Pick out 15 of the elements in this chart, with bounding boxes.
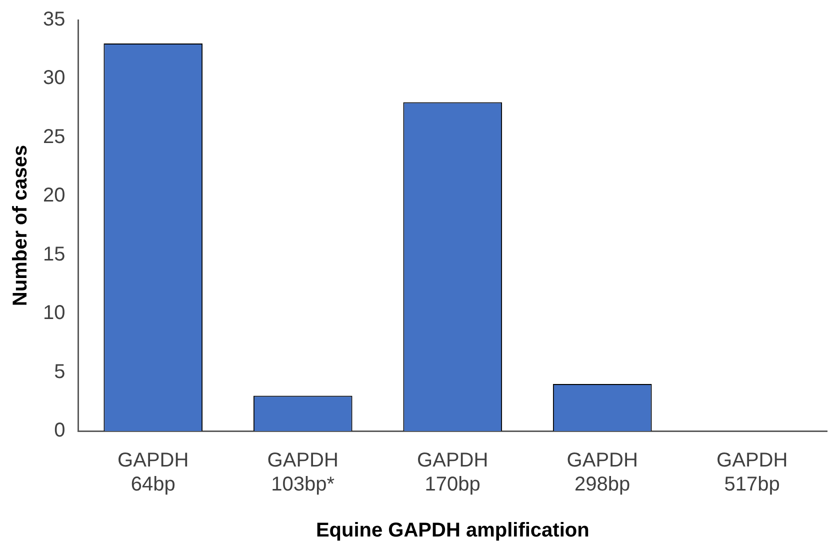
x-tick-label: GAPDH 64bp bbox=[118, 450, 189, 496]
y-tick-label: 15 bbox=[42, 243, 66, 266]
x-tick-label: GAPDH 103bp* bbox=[267, 450, 338, 496]
y-tick-label: 35 bbox=[42, 8, 66, 31]
y-tick-label: 10 bbox=[42, 302, 66, 324]
y-tick-label: 25 bbox=[42, 126, 66, 148]
x-tick-label: GAPDH 170bp bbox=[417, 450, 488, 496]
x-tick-label: GAPDH 517bp bbox=[716, 450, 788, 496]
x-tick-label: GAPDH 298bp bbox=[566, 450, 638, 496]
y-tick-label: 20 bbox=[42, 184, 66, 207]
y-tick-label: 30 bbox=[42, 67, 66, 90]
x-axis-title: Equine GAPDH amplification bbox=[316, 520, 590, 542]
y-axis-title: Number of cases bbox=[10, 144, 32, 306]
y-tick-label: 5 bbox=[54, 360, 66, 383]
y-tick-label: 0 bbox=[54, 420, 66, 442]
